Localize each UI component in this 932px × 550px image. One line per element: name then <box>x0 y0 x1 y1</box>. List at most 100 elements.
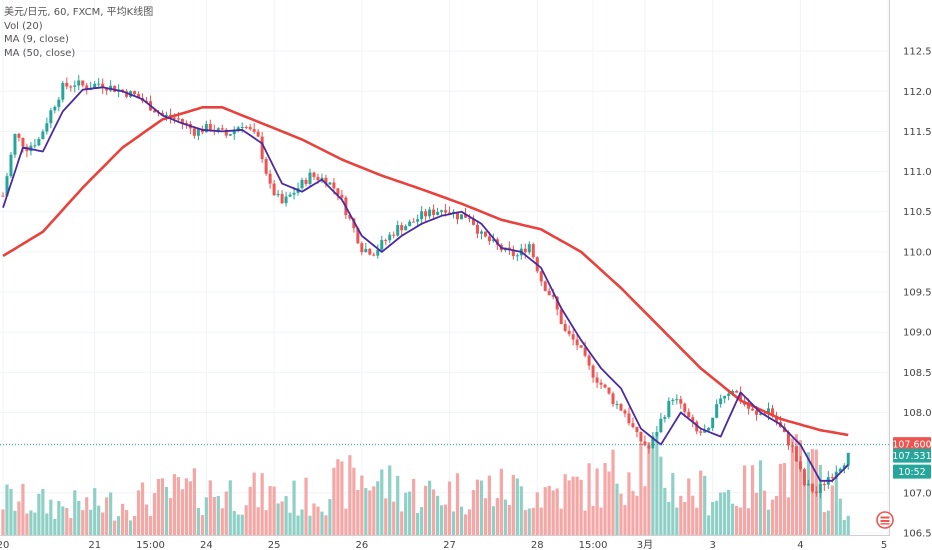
volume-bar <box>611 449 615 535</box>
volume-bar <box>651 449 655 535</box>
volume-bar <box>324 515 328 535</box>
volume-bar <box>619 493 623 535</box>
volume-bar <box>595 468 599 535</box>
volume-bar <box>344 508 348 535</box>
candle-body <box>113 85 117 92</box>
candle-body <box>607 387 611 394</box>
volume-bar <box>192 468 196 535</box>
candle-body <box>487 236 491 242</box>
volume-bar <box>160 478 165 535</box>
volume-bar <box>236 514 240 535</box>
volume-bar <box>802 472 806 535</box>
candle-body <box>755 410 759 415</box>
y-axis[interactable]: 112.500 112.000 111.500 111.000 110.500 110.0… <box>903 47 932 540</box>
candle-body <box>806 483 810 486</box>
volume-bar <box>17 501 21 535</box>
candle-body <box>611 393 615 405</box>
price-grid <box>0 0 889 535</box>
candle-body <box>252 129 256 132</box>
volume-bar <box>790 438 795 535</box>
candle-body <box>164 114 168 116</box>
volume-bar <box>758 460 763 535</box>
candle-body <box>61 82 65 100</box>
ma50-indicator-label[interactable]: MA (50, close) <box>4 47 76 59</box>
volume-bar <box>643 486 647 535</box>
candle-body <box>404 226 408 231</box>
volume-bar <box>368 490 372 535</box>
candle-body <box>388 234 392 241</box>
symbol-title[interactable]: 美元/日元, 60, FXCM, 平均K线图 <box>4 7 154 18</box>
volume-bar <box>9 489 13 535</box>
volume-bar <box>750 465 755 535</box>
candle-body <box>284 196 288 204</box>
y-tick-label: 112.000 <box>903 87 932 98</box>
volume-bar <box>196 507 200 535</box>
ma9-indicator-label[interactable]: MA (9, close) <box>4 34 69 45</box>
volume-bar <box>220 508 224 535</box>
candle-body <box>77 80 81 86</box>
volume-bar <box>5 484 9 535</box>
candle-body <box>711 417 715 429</box>
volume-bar <box>503 499 507 535</box>
volume-indicator-label[interactable]: Vol (20) <box>4 20 43 32</box>
tradingview-flag-icon[interactable] <box>876 511 894 529</box>
volume-bar <box>794 434 799 535</box>
price-line-tag-bg <box>893 437 931 452</box>
candle-body <box>511 250 515 257</box>
volume-bar <box>428 480 432 535</box>
x-axis[interactable]: 20 21 15:00 24 25 26 27 28 15:00 3月 3 4 5 <box>0 539 887 550</box>
volume-bar <box>296 515 300 535</box>
ma9-line <box>2 86 849 482</box>
volume-bar <box>288 512 292 535</box>
volume-bar <box>384 498 388 535</box>
candle-body <box>830 477 834 479</box>
volume-bar <box>280 501 284 535</box>
volume-bar <box>679 495 683 535</box>
candle-body <box>814 491 818 494</box>
y-tick-label: 110.000 <box>903 247 932 258</box>
volume-bar <box>818 465 822 535</box>
volume-bar <box>830 485 834 535</box>
volume-bar <box>69 517 73 535</box>
volume-bar <box>519 486 523 535</box>
candle-body <box>802 469 806 486</box>
candle-body <box>436 211 440 215</box>
candle-body <box>420 211 424 220</box>
volume-bar <box>487 475 492 535</box>
x-tick-label: 4 <box>797 540 803 550</box>
candle-body <box>567 330 571 335</box>
candle-body <box>21 137 25 147</box>
y-tick-label: 111.500 <box>903 127 932 138</box>
candle-body <box>236 127 240 130</box>
candle-body <box>232 129 236 135</box>
candle-body <box>312 172 316 177</box>
candle-body <box>699 431 703 433</box>
candle-body <box>822 484 826 486</box>
candle-body <box>380 240 384 250</box>
volume-bars <box>1 434 850 535</box>
volume-bar <box>264 510 268 535</box>
volume-bar <box>408 491 412 535</box>
volume-bar <box>639 443 643 535</box>
candle-body <box>33 145 37 147</box>
candle-body <box>41 131 45 140</box>
volume-bar <box>109 492 113 535</box>
candle-body <box>428 209 432 217</box>
candle-body <box>133 91 137 95</box>
x-tick-label: 21 <box>88 540 101 550</box>
volume-bar <box>539 507 543 535</box>
volume-bar <box>822 512 826 535</box>
candle-body <box>5 176 9 196</box>
candle-body <box>440 210 444 212</box>
volume-bar <box>663 487 667 535</box>
volume-bar <box>320 511 324 535</box>
volume-bar <box>723 492 727 535</box>
candle-body <box>627 413 631 424</box>
candle-body <box>639 432 643 442</box>
volume-bar <box>284 496 288 535</box>
volume-bar <box>152 493 157 535</box>
candle-body <box>256 131 260 137</box>
candle-body <box>105 88 109 91</box>
candle-body <box>703 430 707 433</box>
